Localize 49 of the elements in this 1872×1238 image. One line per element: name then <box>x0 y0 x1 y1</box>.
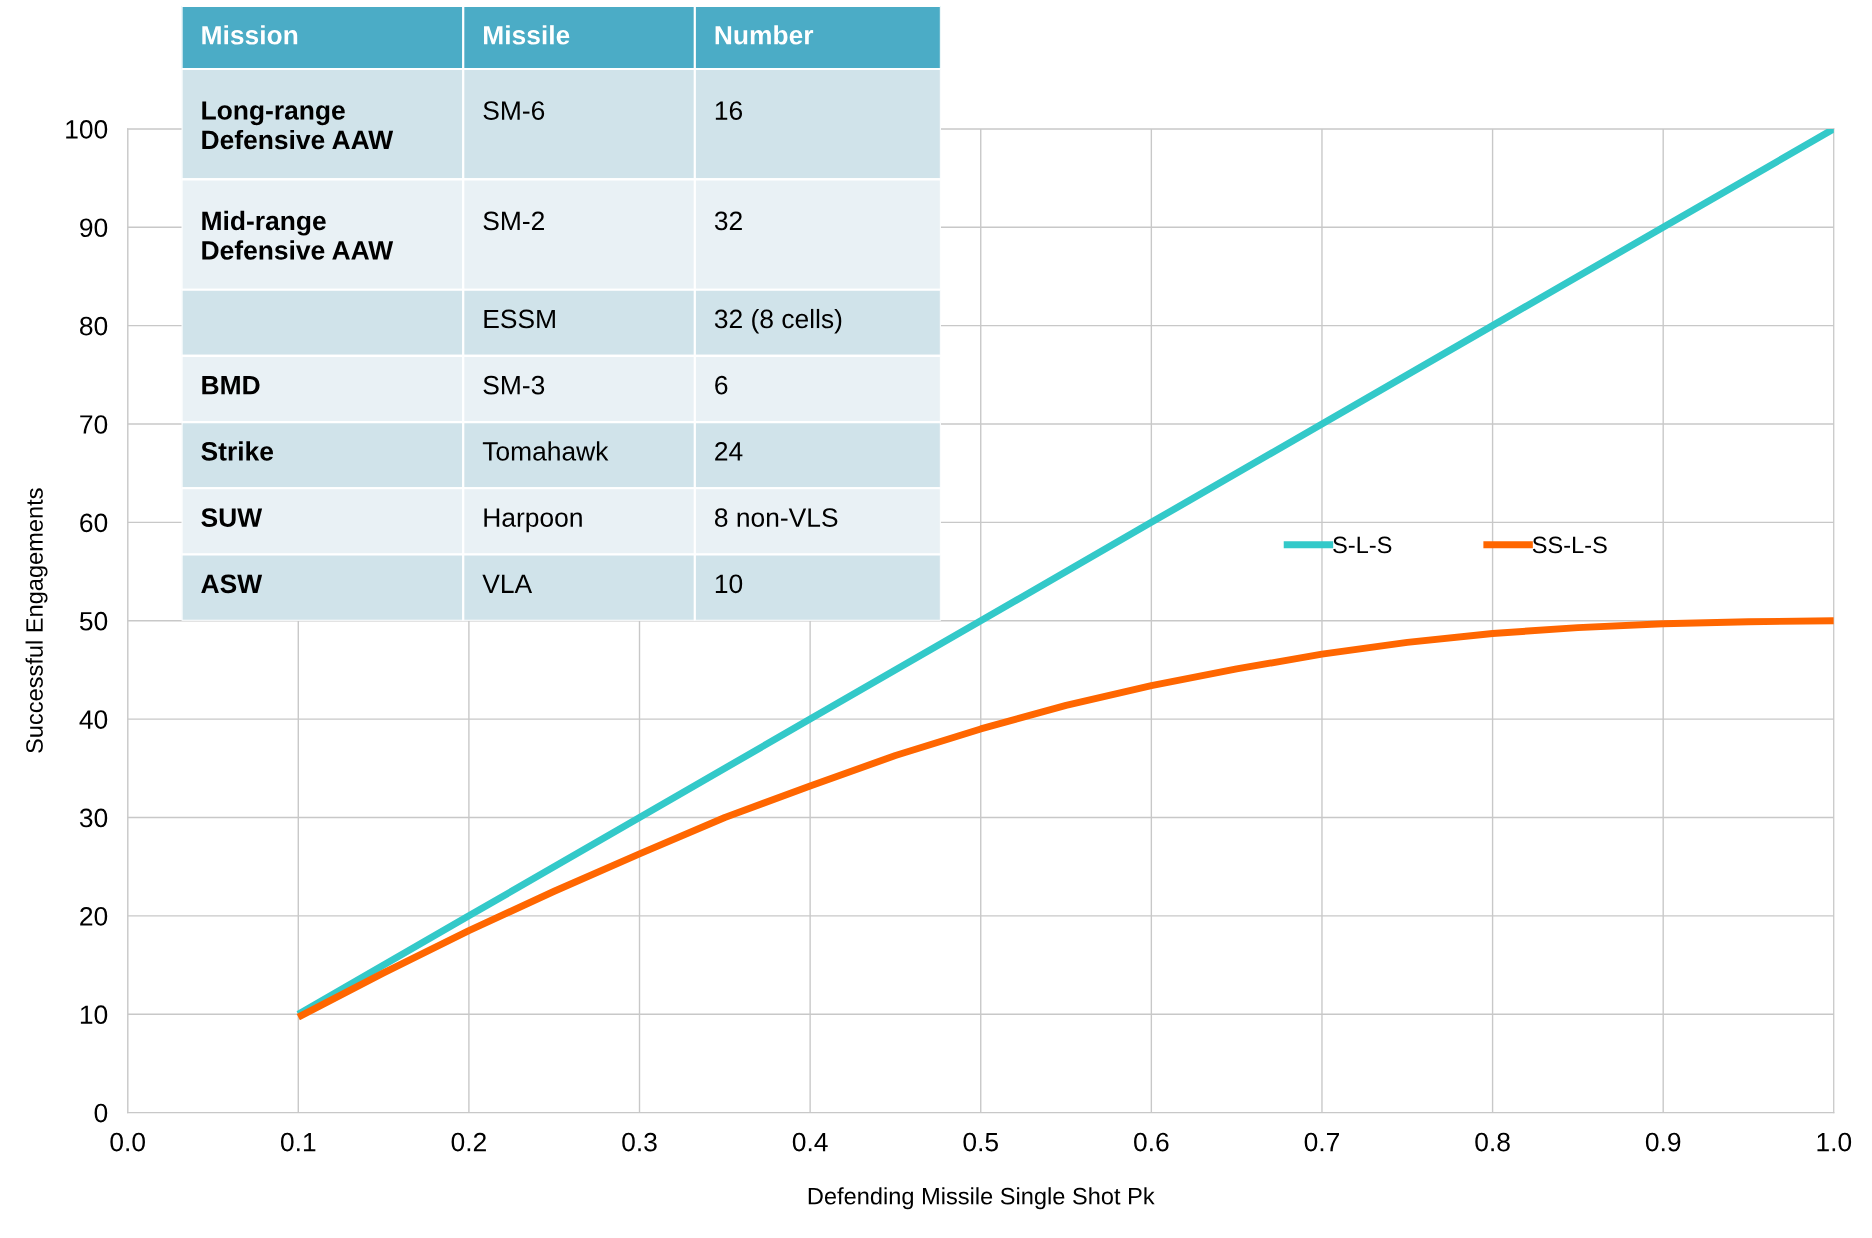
x-tick-label: 0.0 <box>110 1132 145 1152</box>
text: Tomahawk <box>482 441 609 461</box>
category-label: Mission <box>202 25 298 45</box>
y-tick-label: 10 <box>80 1005 108 1025</box>
x-tick-label: 0.6 <box>1134 1132 1169 1152</box>
y-tick-label: 20 <box>80 906 108 926</box>
x-tick-label: 1.0 <box>1817 1132 1852 1152</box>
text: SM-3 <box>483 375 545 395</box>
category-label: Missile <box>484 25 570 45</box>
y-axis-title: Successful Engagements <box>25 488 48 753</box>
x-tick-label: 0.7 <box>1304 1132 1339 1152</box>
category-label: Strike <box>201 441 274 461</box>
legend-label: S-L-S <box>1333 536 1392 554</box>
text: 16 <box>715 101 743 120</box>
text: SM-6 <box>483 101 545 120</box>
x-tick-label: 0.9 <box>1645 1132 1681 1152</box>
legend-label: SS-L-S <box>1532 536 1607 554</box>
text: 6 <box>715 375 728 395</box>
text: 10 <box>715 574 743 594</box>
x-tick-label: 0.8 <box>1475 1132 1510 1152</box>
category-label: SUW <box>201 508 263 527</box>
category-label: ASW <box>201 574 263 594</box>
x-tick-label: 0.2 <box>451 1132 486 1152</box>
y-tick-label: 100 <box>66 120 108 139</box>
y-tick-label: 90 <box>80 218 108 238</box>
y-tick-label: 30 <box>79 808 108 828</box>
y-tick-label: 0 <box>94 1103 108 1123</box>
y-tick-label: 70 <box>80 415 108 434</box>
category-label: Long-range Defensive AAW <box>202 101 394 150</box>
category-label: Mid-range Defensive AAW <box>202 210 394 260</box>
text: 24 <box>715 442 743 461</box>
category-label: BMD <box>202 376 260 395</box>
x-tick-label: 0.1 <box>280 1132 316 1152</box>
x-axis-title: Defending Missile Single Shot Pk <box>808 1187 1155 1210</box>
x-tick-label: 0.3 <box>622 1132 657 1152</box>
y-tick-label: 40 <box>79 710 108 729</box>
text: 32 (8 cells) <box>714 308 842 334</box>
text: ESSM <box>484 309 555 329</box>
text: Harpoon <box>484 508 582 533</box>
x-tick-label: 0.5 <box>963 1132 998 1152</box>
text: 32 <box>714 211 742 231</box>
text: VLA <box>482 574 533 593</box>
y-tick-label: 80 <box>80 316 108 336</box>
y-tick-label: 50 <box>79 611 108 631</box>
text: 8 non-VLS <box>714 508 838 527</box>
category-label: Number <box>715 25 814 45</box>
x-tick-label: 0.4 <box>792 1132 828 1152</box>
text: SM-2 <box>483 211 544 231</box>
y-tick-label: 60 <box>80 513 108 533</box>
